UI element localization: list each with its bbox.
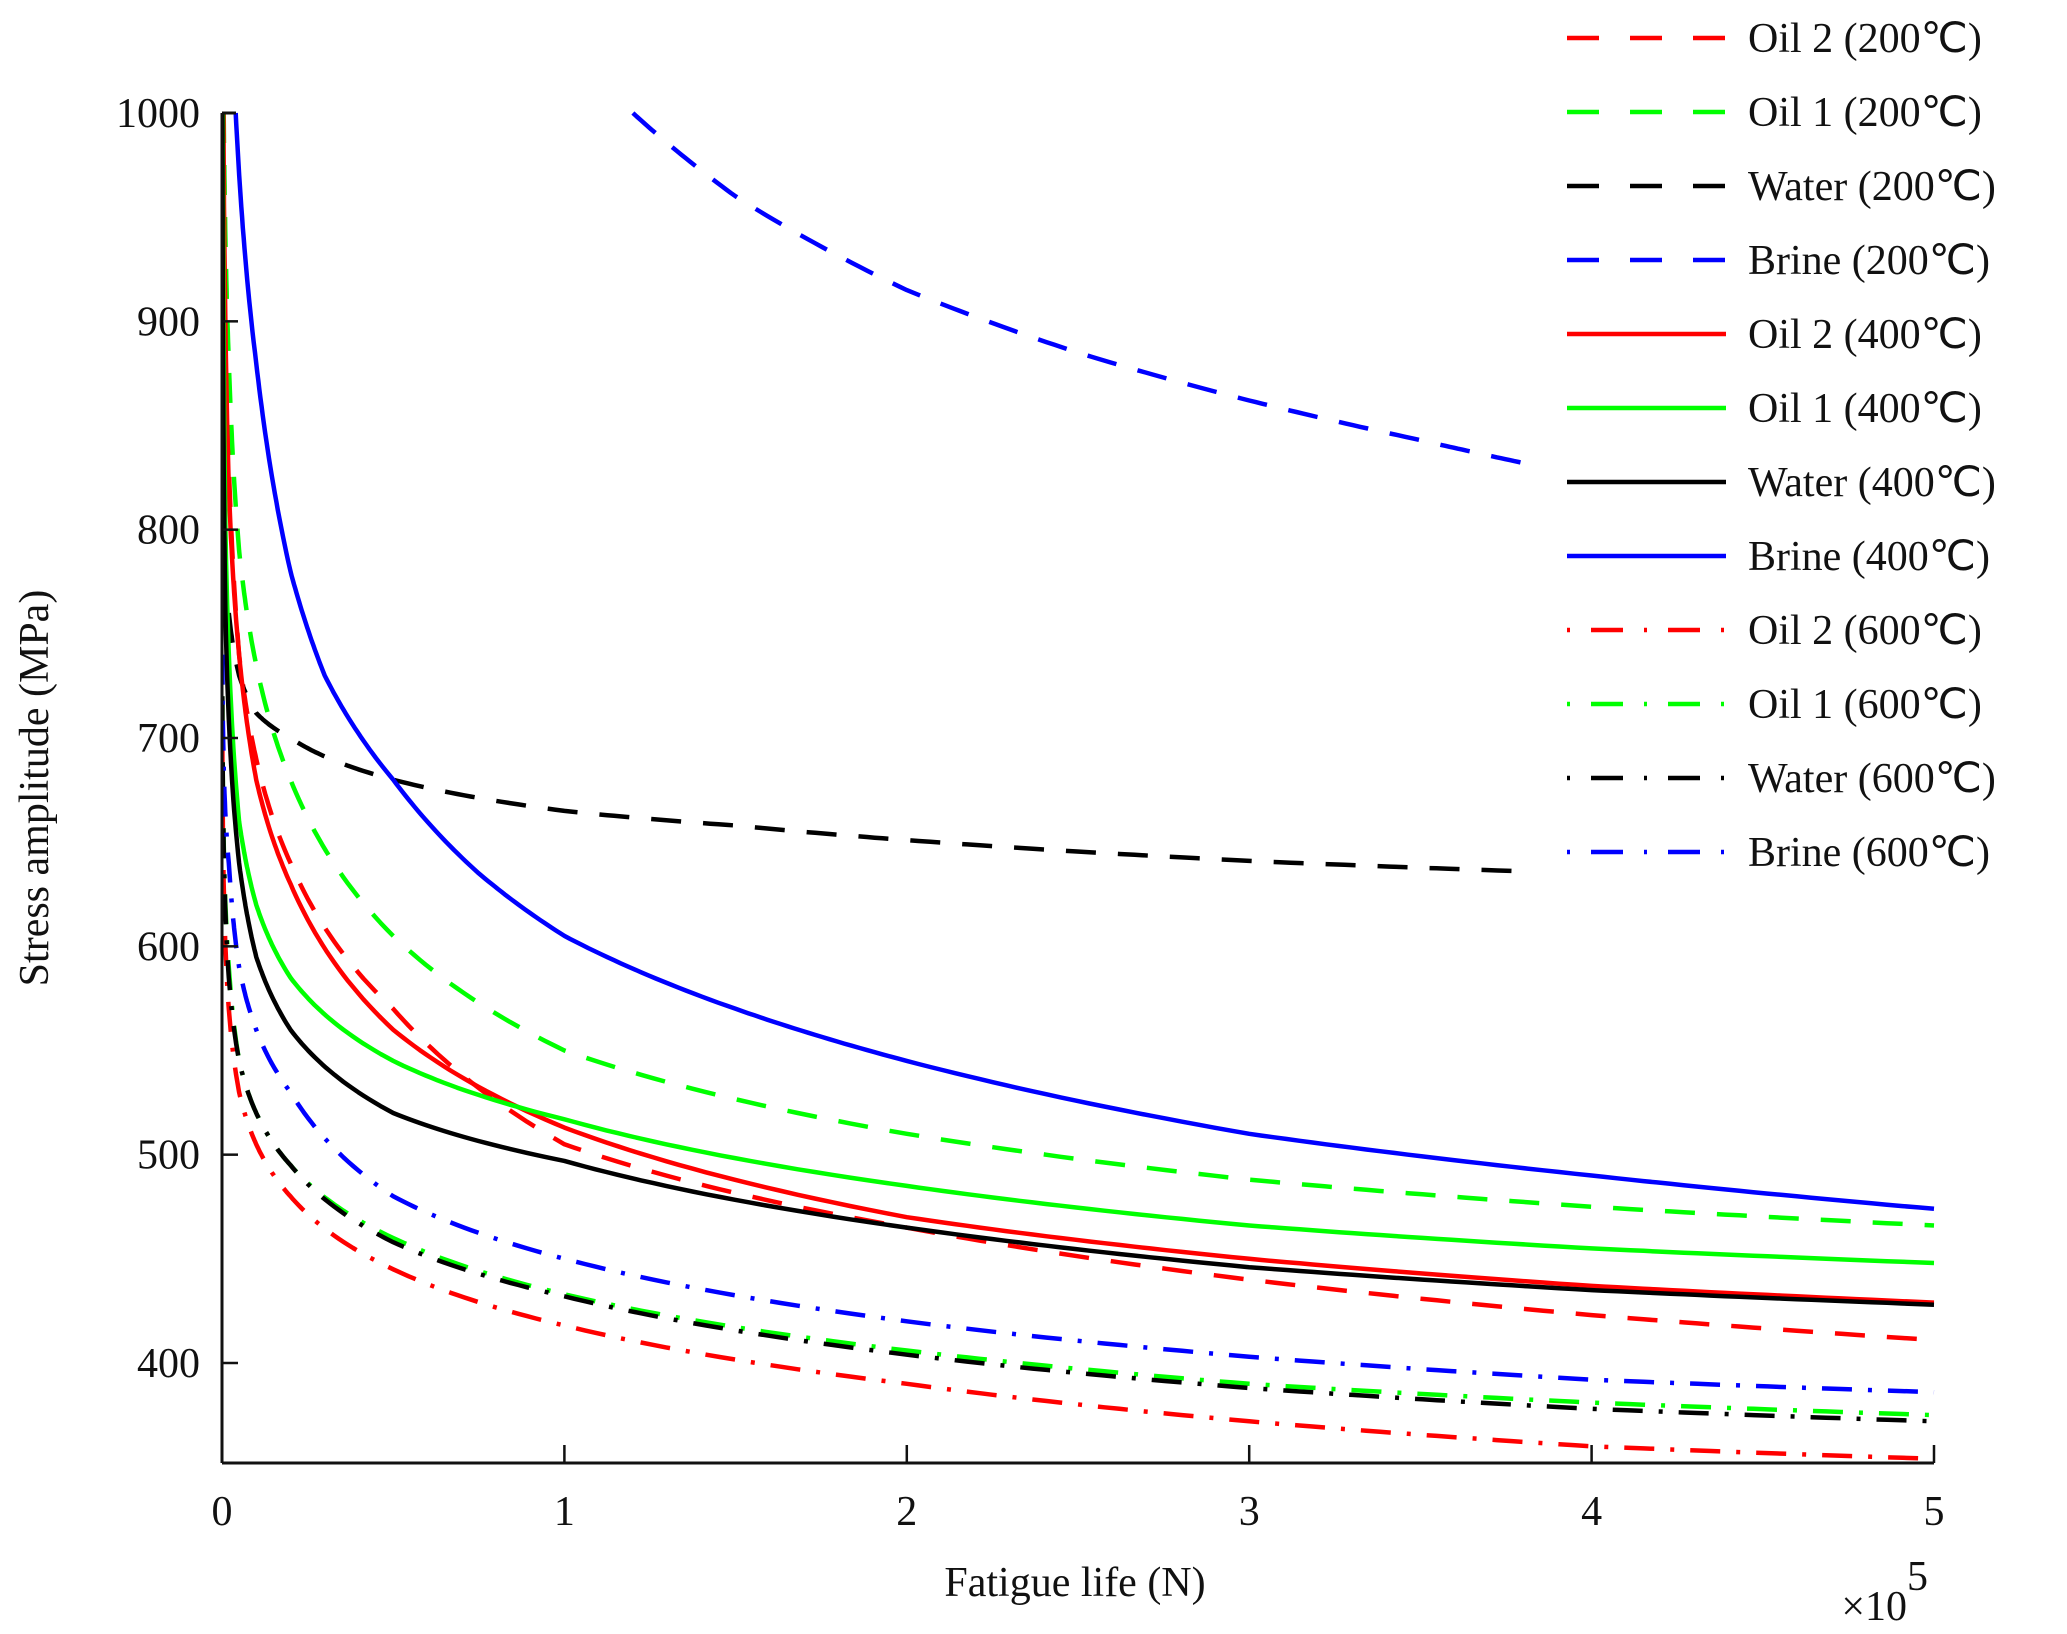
x-tick-label: 2	[896, 1489, 917, 1535]
legend-item: Oil 1 (200℃)	[1567, 90, 1982, 136]
legend-item: Brine (200℃)	[1567, 238, 1990, 284]
series-line-brine-600	[222, 654, 1935, 1395]
y-tick-label: 700	[137, 716, 200, 762]
legend-label-close: )	[1968, 386, 1982, 432]
legend-label: Water (200℃)	[1748, 164, 1996, 210]
y-tick-label: 1000	[116, 91, 200, 137]
legend-label-close: )	[1982, 460, 1996, 506]
legend-label-close: )	[1982, 164, 1996, 210]
legend-label-unit: ℃	[1929, 534, 1976, 580]
x-tick-label: 3	[1239, 1489, 1260, 1535]
legend-item: Water (400℃)	[1567, 460, 1996, 506]
plot-area	[222, 111, 1935, 1462]
legend-item: Oil 1 (600℃)	[1567, 682, 1982, 728]
series-line-brine-200	[631, 111, 1524, 466]
legend-label-close: )	[1968, 312, 1982, 358]
y-tick-label: 400	[137, 1341, 200, 1387]
x-tick-label: 5	[1924, 1489, 1945, 1535]
legend-label-close: )	[1968, 608, 1982, 654]
legend-label-unit: ℃	[1929, 830, 1976, 876]
legend-label: Brine (200℃)	[1748, 238, 1990, 284]
legend-label-unit: ℃	[1921, 386, 1968, 432]
legend-item: Water (600℃)	[1567, 756, 1996, 802]
legend-label: Brine (600℃)	[1748, 830, 1990, 876]
series-line-oil-2-400	[222, 112, 1935, 1305]
legend-label: Brine (400℃)	[1748, 534, 1990, 580]
legend-label-close: )	[1968, 16, 1982, 62]
legend-label-name: Water (200	[1748, 164, 1935, 210]
legend-label-unit: ℃	[1935, 460, 1982, 506]
x-tick-label: 4	[1581, 1489, 1602, 1535]
legend-label-close: )	[1968, 90, 1982, 136]
x-multiplier-base: ×10	[1841, 1584, 1907, 1630]
ticks: 0 1 2 3 4 5 400 500 600 700 800 900 1000	[116, 91, 1945, 1535]
legend-label: Water (600℃)	[1748, 756, 1996, 802]
legend-label-close: )	[1976, 830, 1990, 876]
x-tick-label: 1	[554, 1489, 575, 1535]
x-multiplier-exponent: 5	[1907, 1554, 1928, 1600]
legend-label-name: Oil 1 (200	[1748, 90, 1921, 136]
legend-label-close: )	[1982, 756, 1996, 802]
legend-label: Oil 1 (600℃)	[1748, 682, 1982, 728]
legend-label-close: )	[1968, 682, 1982, 728]
series-line-water-200	[226, 612, 1524, 874]
legend-item: Oil 2 (600℃)	[1567, 608, 1982, 654]
legend-label-unit: ℃	[1935, 164, 1982, 210]
legend-label-name: Water (400	[1748, 460, 1935, 506]
legend-label-unit: ℃	[1929, 238, 1976, 284]
axes	[220, 111, 1934, 1465]
legend-label-name: Oil 2 (400	[1748, 312, 1921, 358]
legend-item: Brine (400℃)	[1567, 534, 1990, 580]
legend-label-name: Oil 2 (200	[1748, 16, 1921, 62]
series-line-brine-400	[233, 112, 1935, 1212]
legend-label-unit: ℃	[1921, 682, 1968, 728]
legend-item: Oil 2 (400℃)	[1567, 312, 1982, 358]
legend: Oil 2 (200℃)Oil 1 (200℃)Water (200℃)Brin…	[1567, 16, 1996, 876]
x-axis-title: Fatigue life (N)	[944, 1560, 1205, 1606]
legend-label: Oil 1 (200℃)	[1748, 90, 1982, 136]
series-line-oil-2-600	[222, 737, 1935, 1462]
legend-label-unit: ℃	[1921, 312, 1968, 358]
series-line-oil-2-200	[222, 112, 1935, 1343]
series-line-oil-1-200	[222, 112, 1935, 1228]
legend-item: Water (200℃)	[1567, 164, 1996, 210]
series-line-water-600	[222, 696, 1935, 1424]
legend-label-unit: ℃	[1935, 756, 1982, 802]
legend-label: Oil 1 (400℃)	[1748, 386, 1982, 432]
legend-label-name: Brine (200	[1748, 238, 1929, 284]
legend-label-unit: ℃	[1921, 90, 1968, 136]
legend-label-close: )	[1976, 534, 1990, 580]
y-tick-label: 600	[137, 924, 200, 970]
legend-item: Oil 1 (400℃)	[1567, 386, 1982, 432]
legend-label-name: Oil 1 (400	[1748, 386, 1921, 432]
legend-label-unit: ℃	[1921, 608, 1968, 654]
legend-label-unit: ℃	[1921, 16, 1968, 62]
series-line-water-400	[222, 112, 1935, 1307]
legend-label-name: Water (600	[1748, 756, 1935, 802]
series-line-oil-1-400	[222, 113, 1935, 1266]
legend-label: Water (400℃)	[1748, 460, 1996, 506]
legend-label-name: Brine (400	[1748, 534, 1929, 580]
x-multiplier: ×105	[1841, 1554, 1928, 1630]
legend-item: Oil 2 (200℃)	[1567, 16, 1982, 62]
legend-item: Brine (600℃)	[1567, 830, 1990, 876]
legend-label-close: )	[1976, 238, 1990, 284]
y-axis-title: Stress amplitude (MPa)	[12, 590, 58, 987]
legend-label: Oil 2 (200℃)	[1748, 16, 1982, 62]
y-tick-label: 800	[137, 508, 200, 554]
legend-label: Oil 2 (400℃)	[1748, 312, 1982, 358]
y-tick-label: 900	[137, 299, 200, 345]
legend-label-name: Oil 2 (600	[1748, 608, 1921, 654]
legend-label: Oil 2 (600℃)	[1748, 608, 1982, 654]
x-tick-label: 0	[212, 1489, 233, 1535]
legend-label-name: Oil 1 (600	[1748, 682, 1921, 728]
legend-label-name: Brine (600	[1748, 830, 1929, 876]
y-tick-label: 500	[137, 1133, 200, 1179]
series-line-oil-1-600	[222, 696, 1935, 1418]
